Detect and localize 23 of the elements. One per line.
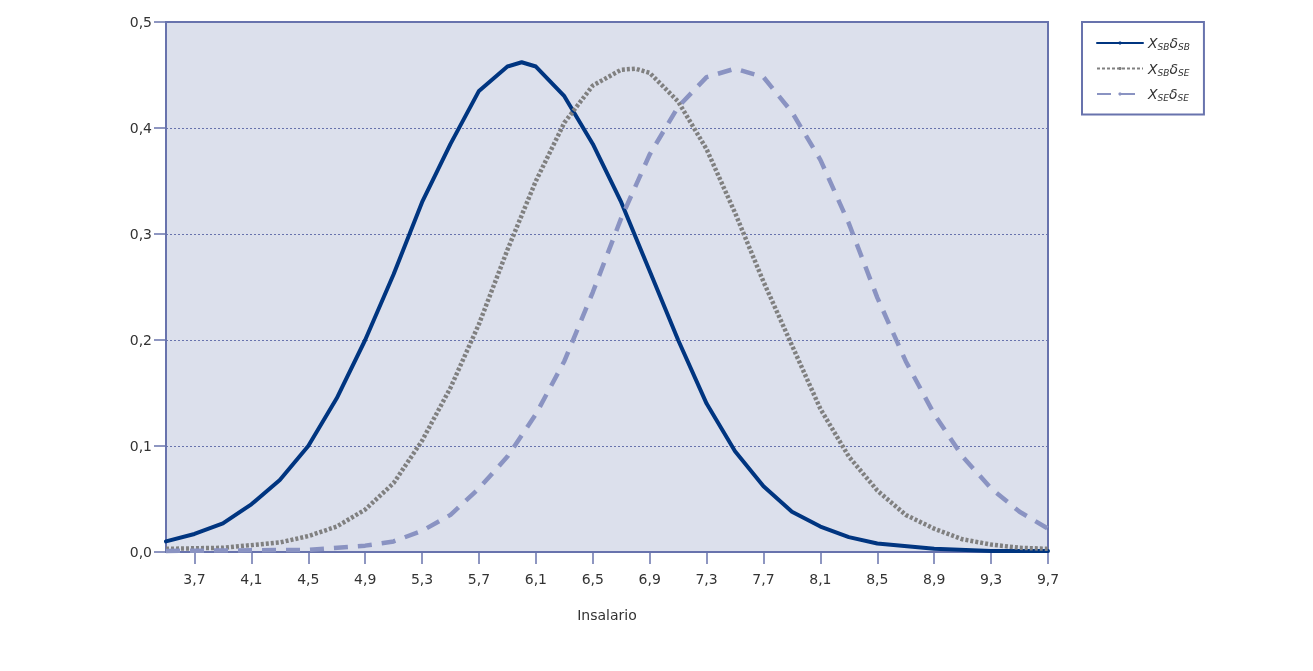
y-tick-label: 0,0: [129, 544, 152, 560]
y-tick-label: 0,2: [129, 332, 152, 348]
y-tick-label: 0,1: [129, 438, 152, 454]
x-tick-label: 8,9: [923, 571, 946, 587]
x-tick-label: 4,5: [297, 571, 320, 587]
x-tick-label: 6,5: [581, 571, 604, 587]
y-tick-label: 0,4: [129, 120, 153, 136]
y-tick-label: 0,5: [129, 14, 152, 30]
y-tick-label: 0,3: [129, 226, 152, 242]
x-tick-label: 4,1: [240, 571, 263, 587]
x-tick-label: 5,3: [410, 571, 434, 587]
x-tick-label: 5,7: [467, 571, 491, 587]
x-tick-label: 9,7: [1036, 571, 1060, 587]
x-tick-label: 6,1: [524, 571, 547, 587]
x-tick-label: 6,9: [638, 571, 661, 587]
x-tick-label: 3,7: [183, 571, 206, 587]
x-tick-label: 8,5: [866, 571, 889, 587]
x-tick-label: 8,1: [809, 571, 832, 587]
x-axis-title: Insalario: [577, 607, 637, 623]
x-tick-label: 9,3: [979, 571, 1003, 587]
x-tick-label: 7,7: [752, 571, 775, 587]
x-tick-label: 7,3: [695, 571, 718, 587]
x-tick-label: 4,9: [354, 571, 377, 587]
